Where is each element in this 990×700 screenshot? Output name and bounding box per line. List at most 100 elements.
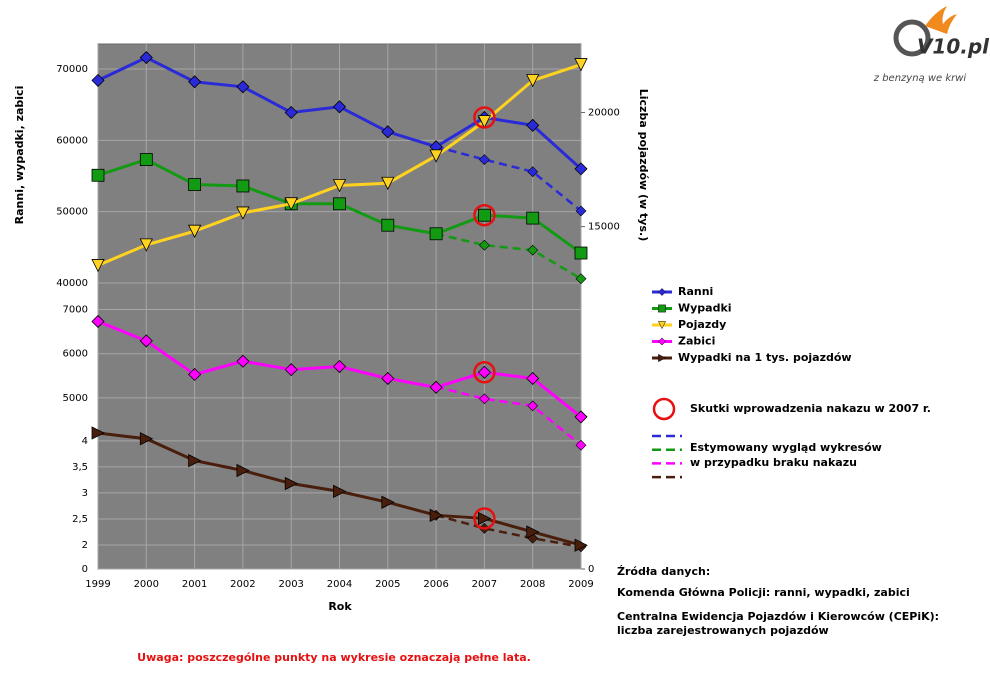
marker: [236, 354, 250, 368]
marker: [236, 179, 250, 193]
marker: [574, 58, 588, 72]
legend-marker: [658, 354, 667, 362]
estimate-marker: [478, 154, 490, 166]
y-tick-label: 4: [82, 436, 88, 447]
y-tick-label: 50000: [56, 207, 88, 218]
marker: [332, 179, 347, 193]
source: Komenda Główna Policji: ranni, wypadki, …: [617, 586, 910, 599]
annotation-circle: [473, 106, 496, 129]
marker: [574, 410, 588, 424]
marker: [188, 75, 202, 89]
marker: [188, 453, 202, 468]
marker: [526, 371, 540, 386]
marker: [333, 197, 346, 211]
legend-label: Skutki wprowadzenia nakazu w 2007 r.: [690, 402, 931, 415]
y2-axis-title: Liczba pojazdów (w tys.): [637, 89, 650, 241]
marker: [188, 367, 202, 382]
marker: [91, 73, 105, 87]
marker: [236, 80, 250, 94]
legend-marker: [658, 321, 666, 330]
marker: [332, 100, 347, 114]
marker: [526, 74, 540, 88]
x-axis-title: Rok: [328, 600, 352, 613]
marker: [91, 426, 105, 440]
y2-tick-label: 15000: [588, 222, 620, 233]
marker: [284, 476, 299, 491]
marker: [574, 162, 588, 176]
x-tick-label: 2008: [520, 579, 545, 590]
y2-tick-label: 0: [588, 564, 594, 575]
estimate-marker: [575, 273, 587, 285]
annotation-circle: [473, 361, 496, 384]
y-tick-label: 60000: [56, 135, 88, 146]
marker: [381, 495, 395, 509]
x-tick-label: 2007: [472, 579, 497, 590]
marker: [477, 208, 491, 222]
x-tick-label: 2003: [278, 579, 303, 590]
legend-annotation-circle: [652, 397, 676, 421]
source: Centralna Ewidencja Pojazdów i Kierowców…: [617, 610, 939, 623]
marker: [284, 363, 298, 377]
estimate-line: [435, 514, 582, 549]
x-tick-label: 1999: [85, 579, 110, 590]
marker: [91, 259, 105, 273]
legend-label: Wypadki: [678, 302, 732, 315]
marker: [188, 178, 202, 191]
marker: [284, 197, 298, 211]
marker: [91, 314, 105, 329]
marker: [284, 105, 298, 120]
marker: [429, 508, 443, 522]
y2-tick-label: 20000: [588, 107, 620, 118]
marker: [139, 153, 153, 166]
legend-label: w przypadku braku nakazu: [690, 456, 857, 469]
estimate-marker: [575, 439, 587, 451]
marker: [429, 380, 443, 394]
legend-label: Wypadki na 1 tys. pojazdów: [678, 351, 852, 364]
marker: [139, 432, 154, 446]
y-tick-label: 3,5: [72, 462, 88, 473]
marker: [236, 206, 250, 220]
marker: [526, 525, 540, 539]
x-tick-label: 2001: [182, 579, 207, 590]
y-tick-label: 3: [82, 488, 88, 499]
x-tick-label: 2009: [568, 579, 593, 590]
logo-tire: [893, 19, 931, 57]
marker: [526, 211, 540, 225]
y-tick-label: 2: [82, 540, 88, 551]
logo-flame: [925, 6, 957, 34]
estimate-marker: [575, 205, 587, 217]
marker: [381, 371, 395, 386]
estimate-line: [435, 145, 582, 212]
estimate-marker: [527, 166, 539, 178]
marker: [429, 227, 443, 241]
estimate-marker: [527, 400, 539, 412]
marker: [139, 238, 153, 252]
logo: V10.pl z benzyną we krwi: [873, 6, 990, 84]
x-tick-label: 2006: [423, 579, 448, 590]
marker: [477, 511, 492, 526]
x-tick-label: 2004: [327, 579, 352, 590]
estimate-marker: [478, 239, 490, 251]
marker: [574, 246, 588, 260]
estimate-marker: [478, 393, 490, 405]
marker: [381, 125, 395, 139]
marker: [477, 115, 492, 129]
logo-name: V10.pl: [917, 35, 990, 59]
x-tick-label: 2002: [230, 579, 255, 590]
legend-label: Estymowany wygląd wykresów: [690, 441, 882, 454]
legend-label: Pojazdy: [678, 318, 726, 331]
note: Uwaga: poszczególne punkty na wykresie o…: [137, 651, 531, 664]
y-tick-label: 70000: [56, 64, 88, 75]
legend-marker: [658, 304, 666, 313]
marker: [187, 224, 202, 239]
marker: [574, 538, 588, 552]
y-tick-label: 2,5: [72, 514, 88, 525]
sources-title: Źródła danych:: [617, 565, 710, 578]
logo-tagline: z benzyną we krwi: [873, 73, 967, 84]
legend-label: Zabici: [678, 335, 715, 348]
marker: [332, 359, 347, 374]
legend-label: Ranni: [678, 285, 713, 298]
marker: [477, 365, 491, 379]
